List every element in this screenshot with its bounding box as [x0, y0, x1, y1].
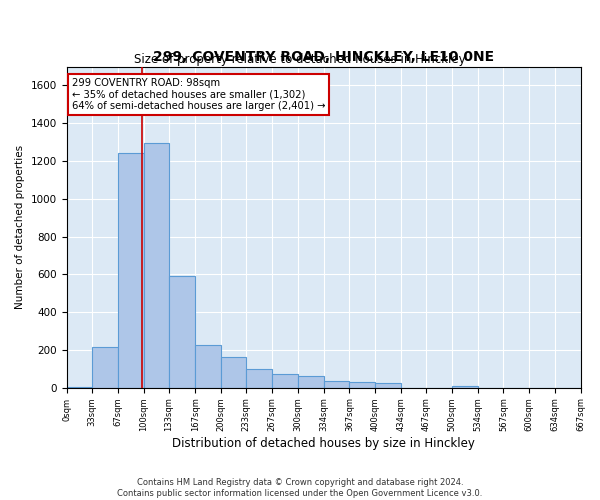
Bar	[221, 358, 246, 388]
Text: Contains HM Land Registry data © Crown copyright and database right 2024.
Contai: Contains HM Land Registry data © Crown c…	[118, 478, 482, 498]
Y-axis label: Number of detached properties: Number of detached properties	[15, 145, 25, 309]
Text: Size of property relative to detached houses in Hinckley: Size of property relative to detached ho…	[134, 52, 466, 66]
Bar	[324, 381, 349, 388]
Bar	[143, 143, 169, 388]
Bar	[272, 374, 298, 388]
X-axis label: Distribution of detached houses by size in Hinckley: Distribution of detached houses by size …	[172, 437, 475, 450]
Bar	[195, 345, 221, 388]
Bar	[349, 382, 375, 388]
Bar	[452, 386, 478, 388]
Text: 299 COVENTRY ROAD: 98sqm
← 35% of detached houses are smaller (1,302)
64% of sem: 299 COVENTRY ROAD: 98sqm ← 35% of detach…	[71, 78, 325, 111]
Title: 299, COVENTRY ROAD, HINCKLEY, LE10 0NE: 299, COVENTRY ROAD, HINCKLEY, LE10 0NE	[153, 50, 494, 64]
Bar	[67, 387, 92, 388]
Bar	[118, 154, 143, 388]
Bar	[375, 383, 401, 388]
Bar	[169, 276, 195, 388]
Bar	[298, 376, 324, 388]
Bar	[246, 369, 272, 388]
Bar	[92, 347, 118, 388]
